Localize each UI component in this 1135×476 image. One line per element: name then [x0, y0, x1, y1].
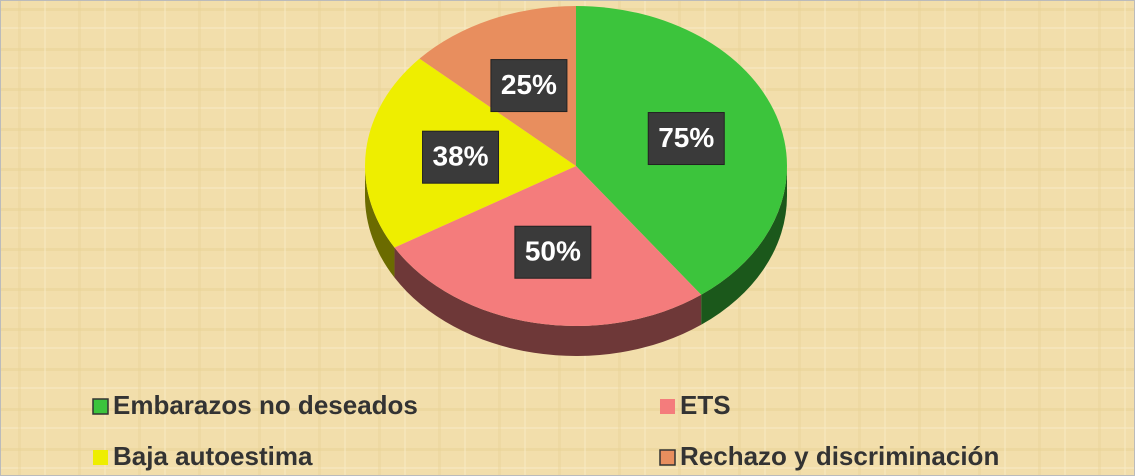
legend-swatch — [92, 398, 109, 415]
legend-label: ETS — [680, 390, 731, 420]
value-label: 75% — [658, 122, 714, 153]
legend-label: Embarazos no deseados — [113, 390, 418, 420]
value-label-box — [514, 225, 592, 279]
value-label-box — [422, 130, 500, 184]
legend-swatch — [659, 449, 676, 466]
slice-side — [365, 166, 395, 278]
slice-side — [701, 166, 787, 325]
value-label-box — [647, 112, 725, 166]
legend: Embarazos no deseados ETS Baja autoestima R… — [92, 390, 999, 471]
slice-side — [394, 247, 702, 357]
legend-swatch — [93, 450, 108, 465]
legend-label: Baja autoestima — [113, 441, 313, 471]
value-label-box — [490, 59, 568, 113]
value-label: 38% — [433, 141, 489, 172]
value-labels: 75% 50% 38% 25% — [422, 59, 725, 279]
legend-label: Rechazo y discriminación — [680, 441, 999, 471]
value-label: 50% — [525, 236, 581, 267]
value-label: 25% — [501, 69, 557, 100]
legend-swatch — [660, 399, 675, 414]
